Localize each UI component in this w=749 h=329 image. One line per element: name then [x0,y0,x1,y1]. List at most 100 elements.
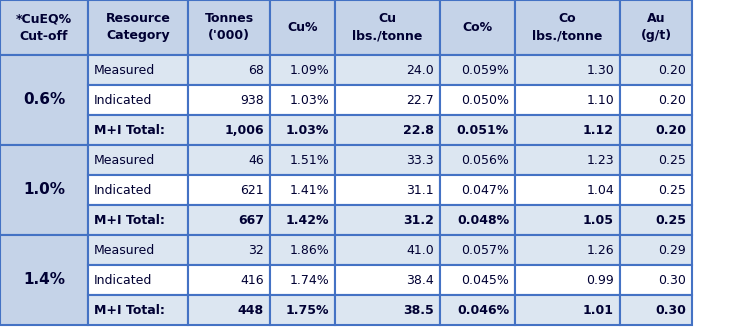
Text: 0.25: 0.25 [658,154,686,166]
Bar [270,175,335,205]
Bar [270,295,335,325]
Bar [270,55,335,85]
Text: 0.056%: 0.056% [461,154,509,166]
Bar [620,0,692,55]
Bar [188,265,270,295]
Bar [188,175,270,205]
Text: 0.20: 0.20 [658,63,686,77]
Bar [620,175,692,205]
Bar [88,0,188,55]
Text: 1.75%: 1.75% [285,303,329,316]
Text: 1.42%: 1.42% [285,214,329,226]
Bar [88,295,188,325]
Text: M+I Total:: M+I Total: [94,123,165,137]
Bar [620,145,692,175]
Bar [620,115,692,145]
Text: 31.1: 31.1 [407,184,434,196]
Text: 416: 416 [240,273,264,287]
Bar [335,115,440,145]
Bar [335,235,440,265]
Text: Cu
lbs./tonne: Cu lbs./tonne [352,13,422,42]
Bar [440,295,515,325]
Text: 0.050%: 0.050% [461,93,509,107]
Text: 1.4%: 1.4% [23,272,65,288]
Text: Measured: Measured [94,243,155,257]
Text: Cu%: Cu% [288,21,318,34]
Bar [440,235,515,265]
Text: 1.10: 1.10 [586,93,614,107]
Bar [440,115,515,145]
Bar [88,85,188,115]
Text: 0.29: 0.29 [658,243,686,257]
Bar [440,205,515,235]
Bar [188,205,270,235]
Bar [440,85,515,115]
Text: 1.51%: 1.51% [289,154,329,166]
Bar [0,55,88,145]
Bar [515,145,620,175]
Bar [440,175,515,205]
Text: Indicated: Indicated [94,93,152,107]
Text: 1.26: 1.26 [586,243,614,257]
Text: 0.047%: 0.047% [461,184,509,196]
Text: 68: 68 [248,63,264,77]
Text: 1.30: 1.30 [586,63,614,77]
Bar [440,145,515,175]
Bar [188,295,270,325]
Bar [0,145,88,235]
Text: 938: 938 [240,93,264,107]
Text: 46: 46 [248,154,264,166]
Text: 1.12: 1.12 [583,123,614,137]
Bar [440,0,515,55]
Text: 0.20: 0.20 [655,123,686,137]
Bar [270,265,335,295]
Text: 0.046%: 0.046% [457,303,509,316]
Bar [88,235,188,265]
Text: 0.30: 0.30 [658,273,686,287]
Bar [335,205,440,235]
Bar [88,55,188,85]
Bar [188,85,270,115]
Bar [440,55,515,85]
Bar [515,115,620,145]
Bar [188,0,270,55]
Bar [270,0,335,55]
Bar [270,235,335,265]
Text: 0.045%: 0.045% [461,273,509,287]
Bar [188,145,270,175]
Bar [620,205,692,235]
Bar [270,205,335,235]
Text: 621: 621 [240,184,264,196]
Text: Co
lbs./tonne: Co lbs./tonne [533,13,603,42]
Bar [515,295,620,325]
Text: Measured: Measured [94,154,155,166]
Bar [188,115,270,145]
Bar [335,55,440,85]
Bar [515,0,620,55]
Bar [335,85,440,115]
Text: Resource
Category: Resource Category [106,13,171,42]
Text: 22.7: 22.7 [406,93,434,107]
Text: 1,006: 1,006 [225,123,264,137]
Text: 41.0: 41.0 [406,243,434,257]
Text: 32: 32 [248,243,264,257]
Bar [620,85,692,115]
Text: Indicated: Indicated [94,273,152,287]
Bar [620,235,692,265]
Bar [0,235,88,325]
Text: 38.4: 38.4 [406,273,434,287]
Bar [515,265,620,295]
Bar [88,115,188,145]
Bar [88,145,188,175]
Text: 0.20: 0.20 [658,93,686,107]
Text: 0.30: 0.30 [655,303,686,316]
Text: 1.05: 1.05 [583,214,614,226]
Bar [335,265,440,295]
Text: 22.8: 22.8 [403,123,434,137]
Bar [88,175,188,205]
Text: 0.25: 0.25 [655,214,686,226]
Text: Au
(g/t): Au (g/t) [640,13,672,42]
Text: 1.41%: 1.41% [289,184,329,196]
Text: 448: 448 [238,303,264,316]
Bar [515,175,620,205]
